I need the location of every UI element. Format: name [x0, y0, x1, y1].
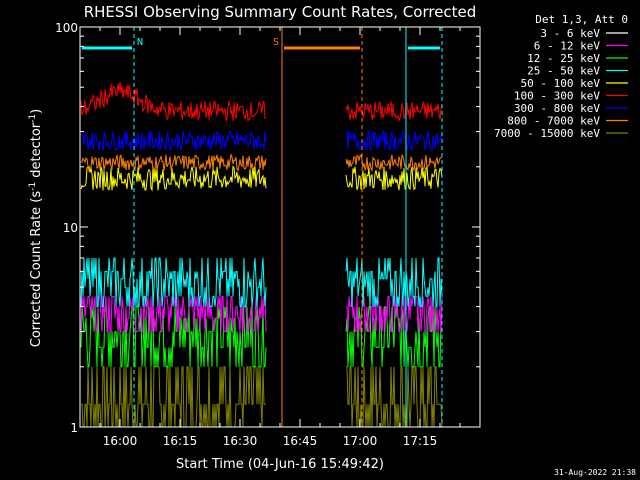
x-tick-label-5: 17:15	[403, 434, 438, 448]
series-line-7-seg-1	[345, 153, 443, 173]
annotation-label-0: N	[137, 37, 143, 48]
x-tick-label-1: 16:15	[163, 434, 198, 448]
x-tick-label-3: 16:45	[283, 434, 318, 448]
annotation-label-1: S	[273, 37, 279, 48]
x-axis-label: Start Time (04-Jun-16 15:49:42)	[176, 457, 384, 472]
legend-entry-3: 25 - 50 keV	[527, 65, 600, 78]
legend-entry-5: 100 - 300 keV	[514, 90, 600, 103]
series-line-7-seg-0	[80, 152, 267, 173]
legend-entry-6: 300 - 800 keV	[514, 102, 600, 115]
x-tick-label-0: 16:00	[103, 434, 138, 448]
series-group	[80, 81, 443, 427]
y-tick-label-1: 10	[63, 221, 78, 235]
x-tick-label-2: 16:30	[223, 434, 258, 448]
legend-entry-8: 7000 - 15000 keV	[494, 127, 600, 140]
legend-entry-2: 12 - 25 keV	[527, 52, 600, 65]
axes: 100 10 1 16:00 16:15 16:30 16:45 17:00 17:15	[55, 21, 481, 448]
y-axis-label: Corrected Count Rate (s-1 detector-1)	[28, 109, 44, 347]
legend-entry-7: 800 - 7000 keV	[507, 115, 600, 128]
series-line-5-seg-1	[345, 100, 443, 123]
legend-title: Det 1,3, Att 0	[535, 13, 628, 26]
legend-entry-4: 50 - 100 keV	[521, 77, 601, 90]
y-tick-label-2: 1	[70, 421, 78, 435]
y-tick-label-0: 100	[55, 21, 78, 35]
chart-title: RHESSI Observing Summary Count Rates, Co…	[84, 3, 477, 21]
series-line-8-seg-1	[346, 366, 443, 427]
series-line-3-seg-0	[80, 257, 267, 308]
x-tick-label-4: 17:00	[343, 434, 378, 448]
legend-entry-0: 3 - 6 keV	[540, 27, 600, 40]
series-line-5-seg-0	[80, 81, 267, 122]
series-line-8-seg-0	[81, 366, 266, 427]
footer-date: 31-Aug-2022 21:38	[554, 468, 636, 477]
series-line-4-seg-0	[80, 165, 267, 192]
series-line-6-seg-0	[80, 129, 267, 152]
legend-entry-1: 6 - 12 keV	[534, 40, 601, 53]
series-line-2-seg-0	[80, 306, 267, 368]
